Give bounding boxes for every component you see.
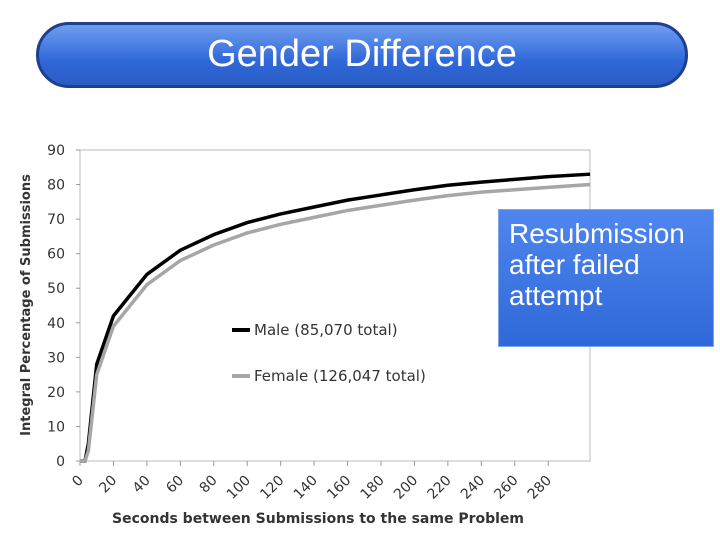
x-tick-label: 80 [197, 473, 221, 497]
x-tick-label: 60 [163, 473, 187, 497]
x-tick-label: 180 [358, 473, 388, 503]
line [80, 182, 591, 463]
x-tick-label: 140 [291, 473, 321, 503]
slide-title: Gender Difference [36, 22, 688, 88]
y-tick-label: 70 [47, 212, 65, 228]
x-tick-label: 0 [69, 473, 87, 491]
x-tick-label: 20 [96, 473, 120, 497]
x-tick-label: 240 [458, 473, 488, 503]
y-tick-label: 30 [47, 350, 65, 366]
x-tick-label: 120 [257, 473, 287, 503]
x-tick-label: 160 [324, 473, 354, 503]
y-axis-label: Integral Percentage of Submissions [19, 174, 34, 436]
y-tick-label: 60 [47, 247, 65, 263]
x-tick-label: 100 [224, 473, 254, 503]
y-tick-label: 40 [47, 316, 65, 332]
x-axis-label: Seconds between Submissions to the same … [112, 511, 524, 527]
legend-box [185, 306, 490, 397]
legend-label: Male (85,070 total) [254, 321, 398, 339]
y-tick-label: 50 [47, 281, 65, 297]
y-tick-label: 20 [47, 385, 65, 401]
x-tick-label: 40 [130, 473, 154, 497]
annotation: Resubmission after failed attempt [498, 209, 714, 347]
x-tick-label: 260 [491, 473, 521, 503]
x-tick-label: 200 [391, 473, 421, 503]
x-tick-label: 280 [525, 473, 555, 503]
line [80, 172, 591, 463]
x-tick-label: 220 [424, 473, 454, 503]
y-tick-label: 0 [56, 454, 65, 470]
y-tick-label: 80 [47, 178, 65, 194]
legend-label: Female (126,047 total) [254, 367, 426, 385]
y-tick-label: 90 [47, 143, 65, 159]
y-tick-label: 10 [47, 419, 65, 435]
